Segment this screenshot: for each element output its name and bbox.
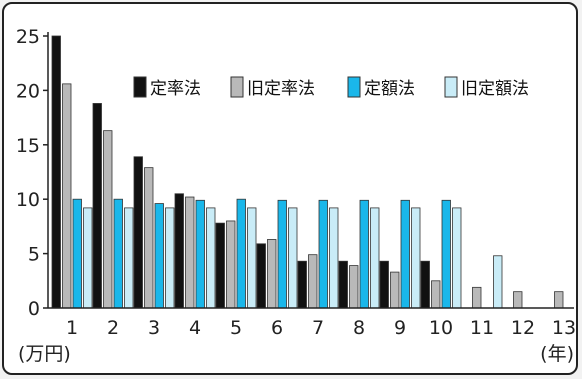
y-axis-unit-label: (万円) [18,343,71,365]
legend-swatch [347,76,361,98]
bar-4-4 [206,207,216,309]
x-axis-unit-label: (年) [540,343,574,365]
legend: 定率法 旧定率法 定額法 旧定額法 [127,71,559,103]
y-tick-label: 5 [28,244,40,266]
bar-3-4 [195,199,205,309]
x-tick-label: 9 [394,317,406,339]
x-tick-label: 8 [353,317,365,339]
bar-2-7 [308,254,318,309]
bar-4-5 [247,207,257,309]
legend-swatch [133,76,147,98]
y-tick-label: 10 [16,189,40,211]
bar-1-1 [51,35,61,309]
x-tick-label: 4 [189,317,201,339]
bar-1-9 [379,260,389,309]
bar-1-6 [256,243,266,309]
bar-4-10 [452,207,462,309]
y-tick-label: 25 [16,26,40,48]
bar-3-1 [72,198,82,309]
legend-label: 旧定額法 [461,79,529,99]
bar-1-5 [215,222,225,309]
x-tick-label: 12 [511,317,535,339]
y-tick-label: 15 [16,135,40,157]
bar-4-3 [165,207,175,309]
bar-4-11 [493,255,503,309]
bar-3-3 [154,203,164,309]
bar-3-5 [236,198,246,309]
x-tick-label: 2 [107,317,119,339]
legend-label: 旧定率法 [247,79,315,99]
x-tick-label: 11 [470,317,494,339]
legend-swatch [230,76,244,98]
bars-layer [51,35,564,309]
bar-2-11 [472,286,482,309]
x-tick-label: 13 [552,317,576,339]
bar-4-7 [329,207,339,309]
legend-label: 定率法 [150,79,201,99]
bar-4-2 [124,207,134,309]
bar-2-4 [185,196,195,309]
bar-2-10 [431,280,441,309]
x-tick-label: 1 [66,317,78,339]
bar-1-2 [92,103,102,309]
bar-1-3 [133,156,143,309]
bar-2-5 [226,220,236,309]
x-tick-labels: 1 2 3 4 5 6 7 8 9 10 11 12 13 [66,317,576,339]
bar-1-4 [174,193,184,309]
bar-3-2 [113,198,123,309]
legend-label: 定額法 [364,79,415,99]
x-tick-label: 5 [230,317,242,339]
y-tick-label: 0 [28,298,40,320]
x-tick-label: 7 [312,317,324,339]
bar-2-3 [144,167,154,309]
bar-2-2 [103,130,113,309]
bar-2-9 [390,271,400,309]
x-tick-label: 10 [429,317,453,339]
chart-frame: 0 5 10 15 20 25 1 2 3 4 5 6 7 8 9 10 11 12 13 (万円) (年) 定率… [2,2,578,375]
legend-swatch [444,76,458,98]
bar-3-6 [277,199,287,309]
bar-3-7 [318,199,328,309]
y-tick-label: 20 [16,80,40,102]
y-tick-labels: 0 5 10 15 20 25 [16,26,48,320]
bar-2-13 [554,291,564,309]
x-tick-label: 3 [148,317,160,339]
bar-3-9 [400,199,410,309]
bar-4-1 [83,207,93,309]
bar-4-6 [288,207,298,309]
bar-1-7 [297,260,307,309]
bar-3-8 [359,199,369,309]
bar-1-10 [420,260,430,309]
bar-4-9 [411,207,421,309]
bar-2-8 [349,265,359,309]
bar-3-10 [441,199,451,309]
bar-2-12 [513,291,523,309]
x-tick-label: 6 [271,317,283,339]
bar-2-6 [267,239,277,309]
bar-4-8 [370,207,380,309]
legend-box [127,71,559,103]
bar-1-8 [338,260,348,309]
bar-2-1 [62,83,72,309]
